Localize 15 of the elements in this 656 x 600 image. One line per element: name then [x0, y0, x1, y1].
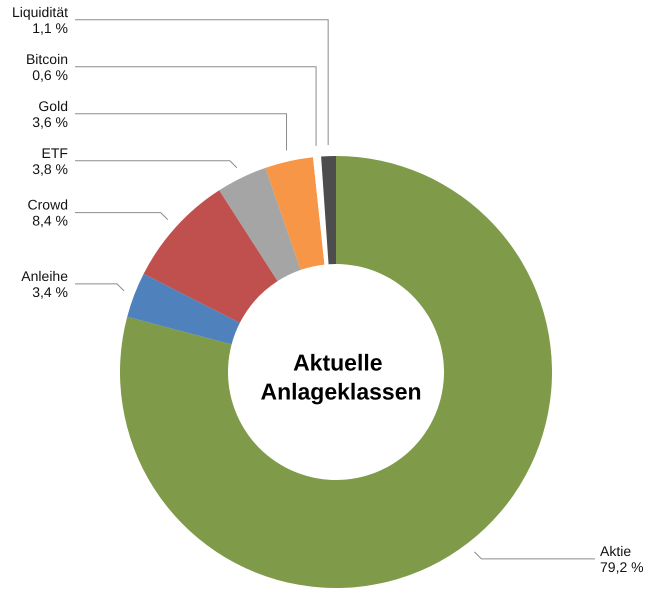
slice-label: Aktie	[600, 542, 632, 559]
slice-label: Gold	[38, 98, 68, 114]
slice-label: Liquidität	[12, 4, 68, 20]
data-label: 3,4 %	[32, 284, 68, 300]
slice-label: Bitcoin	[26, 50, 68, 67]
data-label: 1,1 %	[32, 20, 68, 36]
data-label: 79,2 %	[600, 558, 644, 575]
slice-label: Crowd	[28, 196, 68, 213]
slice-label: ETF	[42, 144, 68, 161]
text: Aktuelle Anlageklassen	[260, 350, 422, 404]
data-label: 3,8 %	[32, 160, 68, 177]
data-label: 3,6 %	[32, 114, 68, 130]
data-label: 8,4 %	[32, 212, 68, 229]
data-label: 0,6 %	[32, 66, 68, 83]
slice-label: Anleihe	[21, 268, 68, 284]
